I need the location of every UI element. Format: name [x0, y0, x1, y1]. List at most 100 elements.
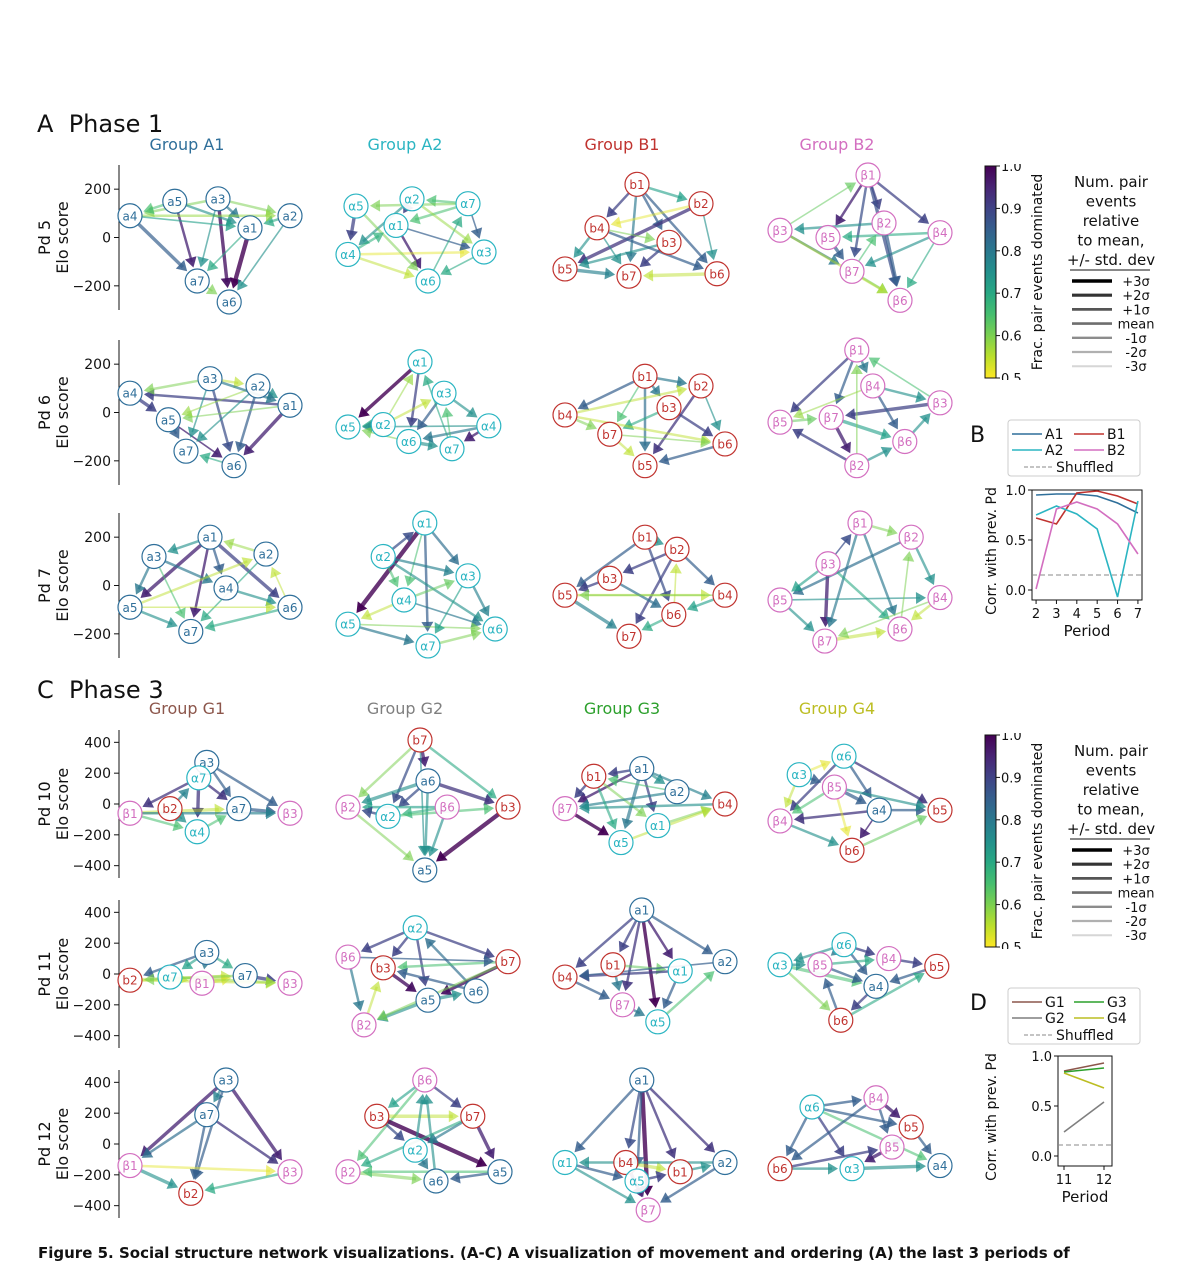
edge-arrowhead: [791, 581, 803, 592]
node: a6: [278, 595, 302, 619]
node: a3: [195, 940, 219, 964]
edge: [432, 532, 455, 560]
edge: [360, 252, 464, 254]
node: α2: [400, 187, 424, 211]
node: α2: [371, 545, 395, 569]
node: β4: [768, 809, 792, 833]
node-label: a1: [283, 399, 298, 413]
node-label: a2: [283, 209, 298, 223]
x-tick-label: 7: [1134, 607, 1142, 622]
node: α6: [800, 1095, 824, 1119]
node-label: α6: [836, 750, 852, 764]
edge-arrowhead: [190, 607, 202, 618]
edge-arrowhead: [204, 1182, 215, 1194]
node-label: a4: [872, 804, 887, 818]
node: b3: [371, 956, 395, 980]
edge: [210, 610, 278, 627]
edge-arrowhead: [222, 441, 234, 452]
node: α4: [392, 588, 416, 612]
edge-arrowhead: [655, 1171, 666, 1183]
node: b1: [633, 525, 657, 549]
node: b4: [553, 403, 577, 427]
node-label: b5: [557, 262, 572, 276]
width-legend-title: relative: [1083, 212, 1140, 230]
edge: [141, 612, 172, 624]
edge: [575, 602, 612, 626]
node-label: a3: [211, 192, 226, 206]
node-label: α2: [375, 418, 391, 432]
node-label: b2: [162, 802, 177, 816]
node-label: b4: [557, 971, 572, 985]
node-label: a3: [219, 1074, 234, 1088]
y-tick-label: 0: [102, 797, 111, 813]
node-label: b6: [844, 844, 859, 858]
edge-arrowhead: [916, 1160, 926, 1172]
node-label: a7: [199, 1108, 214, 1122]
node-label: a4: [933, 1159, 948, 1173]
edge-arrowhead: [706, 249, 718, 260]
node: β7: [611, 993, 635, 1017]
y-tick-label: 0: [102, 406, 111, 422]
node: α6: [832, 933, 856, 957]
edge: [576, 982, 605, 996]
edge: [652, 916, 708, 951]
node-label: β6: [417, 1074, 432, 1088]
axis-label: Elo score: [53, 768, 72, 840]
node: b6: [662, 603, 686, 627]
node-label: b5: [929, 960, 944, 974]
node: β1: [848, 511, 872, 535]
panel-letter: B: [970, 423, 985, 448]
node: a1: [630, 1068, 654, 1092]
node-label: β1: [122, 807, 137, 821]
node: b5: [633, 454, 657, 478]
colorbar-tick-label: 0.9: [1001, 202, 1022, 217]
edge: [360, 625, 475, 629]
node: a3: [214, 1068, 238, 1092]
group-title: Group G1: [149, 699, 225, 718]
node-label: α6: [487, 623, 503, 637]
node: α3: [787, 763, 811, 787]
node-label: b7: [465, 1110, 480, 1124]
legend-label: G3: [1107, 995, 1127, 1011]
node-label: β5: [884, 1141, 899, 1155]
edge: [434, 221, 459, 270]
node-label: α7: [420, 639, 436, 653]
y-tick-label: 0: [102, 967, 111, 983]
node: a4: [867, 798, 891, 822]
edge: [248, 414, 282, 451]
axis-label: Elo score: [53, 549, 72, 621]
edge: [664, 447, 713, 460]
node-label: a4: [123, 387, 138, 401]
edge: [628, 554, 666, 570]
width-legend-item: +3σ: [1122, 844, 1149, 859]
edge: [426, 932, 489, 955]
node-label: α2: [380, 810, 396, 824]
node-label: β1: [194, 977, 209, 991]
node: b7: [617, 624, 641, 648]
node-label: α7: [162, 971, 178, 985]
y-tick-label: −200: [73, 998, 111, 1014]
edge: [141, 1171, 173, 1185]
node: b4: [585, 216, 609, 240]
node-label: a1: [203, 531, 218, 545]
edge-arrowhead: [197, 256, 209, 267]
node-label: a5: [421, 994, 436, 1008]
edge: [359, 258, 409, 274]
node: a3: [142, 545, 166, 569]
node-label: α6: [836, 938, 852, 952]
edge-arrowhead: [648, 997, 660, 1008]
node: β3: [278, 1160, 302, 1184]
node-label: b2: [183, 1187, 198, 1201]
edge: [648, 188, 681, 198]
edge: [796, 571, 818, 588]
node: α3: [472, 240, 496, 264]
width-legend-title: events: [1086, 762, 1137, 780]
period-label: Pd 6: [35, 395, 54, 430]
series-line-G4: [1064, 1073, 1104, 1088]
edge: [417, 1100, 422, 1138]
